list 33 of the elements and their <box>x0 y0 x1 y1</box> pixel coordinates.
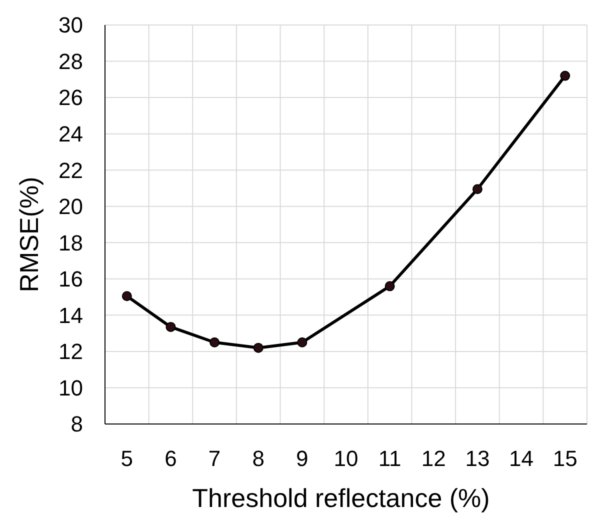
y-tick-label: 8 <box>70 412 83 437</box>
x-tick-label: 12 <box>421 446 446 471</box>
y-tick-label: 30 <box>58 12 83 38</box>
x-tick-label: 13 <box>465 446 490 471</box>
y-tick-label: 18 <box>58 230 83 256</box>
y-tick-label: 20 <box>58 194 83 220</box>
x-tick-label: 15 <box>552 446 578 471</box>
point <box>166 322 176 332</box>
x-tick-label: 10 <box>334 446 358 471</box>
y-tick-label: 28 <box>58 48 83 74</box>
x-tick-label: 9 <box>296 446 308 471</box>
x-tick-label: 11 <box>378 446 402 471</box>
x-tick-label: 8 <box>252 446 264 471</box>
y-tick-label: 16 <box>58 266 83 292</box>
x-tick-label: 7 <box>208 446 221 471</box>
point <box>384 281 395 292</box>
point <box>297 337 308 348</box>
y-tick-label: 12 <box>58 339 83 364</box>
x-tick-label: 6 <box>164 446 177 471</box>
point <box>122 291 132 302</box>
y-tick-label: 26 <box>58 85 83 110</box>
point <box>210 337 220 348</box>
y-tick-label: 22 <box>58 158 83 183</box>
point <box>560 70 570 81</box>
x-tick-label: 5 <box>120 446 134 471</box>
y-tick-label: 10 <box>58 375 83 400</box>
x-axis-title: Threshold reflectance (%) <box>192 483 490 513</box>
y-tick-label: 24 <box>58 122 83 147</box>
y-tick-label: 14 <box>58 302 83 328</box>
x-tick-label: 14 <box>509 446 534 471</box>
point <box>253 342 264 353</box>
y-axis-title: RMSE(%) <box>14 176 44 292</box>
point <box>472 184 482 194</box>
